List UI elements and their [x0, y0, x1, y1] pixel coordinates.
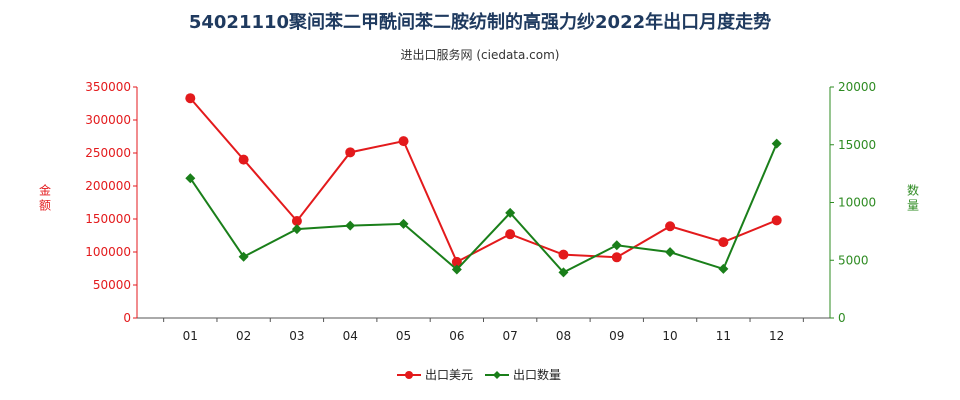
y-left-tick-label: 150000 — [85, 212, 131, 226]
series-point — [345, 220, 356, 231]
y-left-tick-label: 250000 — [85, 146, 131, 160]
x-tick-label: 12 — [769, 329, 784, 343]
series-point — [451, 256, 462, 267]
legend-marker-1 — [493, 371, 501, 379]
x-tick-label: 03 — [289, 329, 304, 343]
series-point — [291, 224, 302, 235]
x-tick-label: 08 — [556, 329, 571, 343]
series-point — [238, 154, 249, 165]
series-point — [718, 263, 729, 274]
series-point — [291, 215, 302, 226]
x-tick-label: 04 — [343, 329, 358, 343]
y-right-tick-label: 20000 — [838, 80, 876, 94]
y-right-tick-label: 5000 — [838, 253, 869, 267]
series-point — [185, 93, 196, 104]
y-left-axis-title: 金额 — [39, 183, 51, 213]
x-tick-label: 11 — [716, 329, 731, 343]
chart-subtitle: 进出口服务网 (ciedata.com) — [400, 48, 560, 62]
y-right-tick-label: 10000 — [838, 196, 876, 210]
x-tick-label: 10 — [662, 329, 677, 343]
series-point — [771, 215, 782, 226]
series-point — [398, 218, 409, 229]
series-point — [611, 252, 622, 263]
x-tick-label: 07 — [503, 329, 518, 343]
series-point — [718, 237, 729, 248]
y-left-tick-label: 350000 — [85, 80, 131, 94]
legend-label-1: 出口数量 — [513, 367, 561, 382]
x-tick-label: 05 — [396, 329, 411, 343]
y-right-tick-label: 15000 — [838, 138, 876, 152]
series-point — [505, 207, 516, 218]
x-tick-label: 02 — [236, 329, 251, 343]
series-point — [238, 251, 249, 262]
y-left-tick-label: 300000 — [85, 113, 131, 127]
series-line-0 — [189, 97, 778, 264]
y-right-tick-label: 0 — [838, 311, 846, 325]
y-left-tick-label: 100000 — [85, 245, 131, 259]
y-left-tick-label: 200000 — [85, 179, 131, 193]
x-tick-label: 09 — [609, 329, 624, 343]
legend-label-0: 出口美元 — [425, 368, 473, 382]
series-line-1 — [189, 143, 778, 274]
series-point — [185, 173, 196, 184]
series-point — [398, 136, 409, 147]
series-point — [505, 229, 516, 240]
x-tick-label: 06 — [449, 329, 464, 343]
series-point — [771, 138, 782, 149]
series-point — [558, 249, 569, 260]
series-point — [665, 247, 676, 258]
legend-marker-0 — [405, 371, 413, 379]
y-left-tick-label: 50000 — [93, 278, 131, 292]
x-tick-label: 01 — [183, 329, 198, 343]
series-point — [345, 147, 356, 158]
series-point — [558, 267, 569, 278]
series-point — [451, 264, 462, 275]
chart-title: 54021110聚间苯二甲酰间苯二胺纺制的高强力纱2022年出口月度走势 — [188, 12, 772, 33]
y-left-tick-label: 0 — [123, 311, 131, 325]
series-point — [611, 240, 622, 251]
y-right-axis-title: 数量 — [907, 183, 919, 213]
series-point — [665, 221, 676, 232]
